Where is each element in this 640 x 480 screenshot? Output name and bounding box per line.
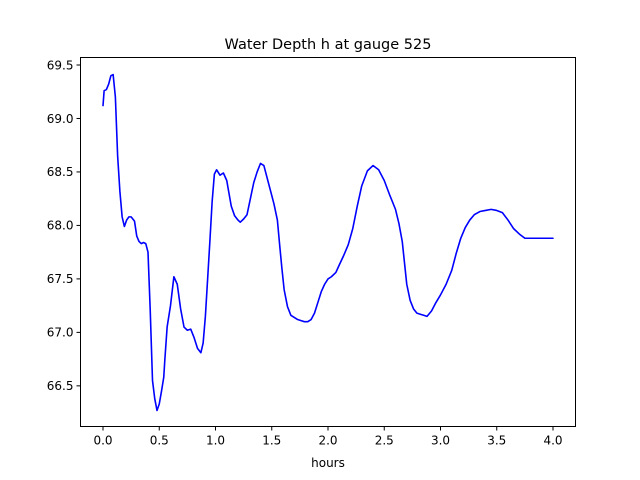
y-tick-label: 68.0	[47, 219, 74, 233]
x-tick-label: 0.0	[93, 434, 112, 448]
y-tick-label: 66.5	[47, 379, 74, 393]
series-line-0	[102, 73, 554, 412]
x-tick-label: 2.5	[375, 434, 394, 448]
x-tick-label: 0.5	[150, 434, 169, 448]
x-tick-label: 1.5	[262, 434, 281, 448]
x-tick-label: 2.0	[318, 434, 337, 448]
x-tick-label: 1.0	[206, 434, 225, 448]
x-tick-label: 3.5	[487, 434, 506, 448]
x-tick-label: 3.0	[431, 434, 450, 448]
axes-frame	[80, 57, 576, 427]
y-tick-label: 69.0	[47, 112, 74, 126]
plot-area	[102, 73, 554, 412]
chart-title: Water Depth h at gauge 525	[225, 37, 432, 53]
axis-ticks: 0.0 0.5 1.0 1.5 2.0 2.5 3.0 3.5 4.0 66.5 67.0 67.5 6…	[47, 58, 563, 447]
y-tick-label: 67.0	[47, 326, 74, 340]
y-tick-label: 68.5	[47, 165, 74, 179]
y-tick-label: 69.5	[47, 58, 74, 72]
x-axis-label: hours	[311, 456, 345, 470]
x-tick-label: 4.0	[543, 434, 562, 448]
y-tick-label: 67.5	[47, 272, 74, 286]
